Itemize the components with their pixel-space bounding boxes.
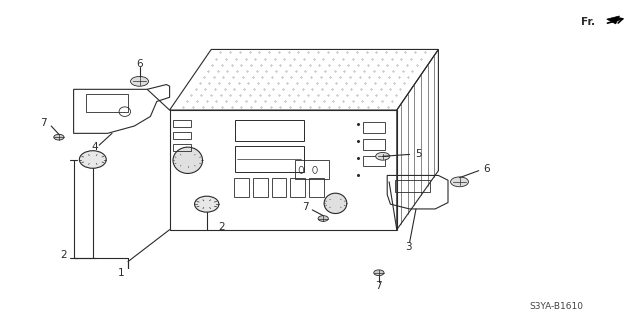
Ellipse shape bbox=[54, 134, 64, 140]
Ellipse shape bbox=[451, 177, 468, 187]
Bar bbox=[234, 178, 249, 197]
Ellipse shape bbox=[324, 193, 347, 213]
Ellipse shape bbox=[376, 152, 390, 160]
Bar bbox=[253, 178, 268, 197]
Bar bbox=[173, 144, 191, 151]
Text: 3: 3 bbox=[405, 242, 412, 252]
Bar bbox=[309, 178, 324, 197]
Text: 5: 5 bbox=[415, 149, 421, 159]
Text: 7: 7 bbox=[40, 118, 47, 128]
Bar bbox=[236, 146, 303, 172]
Bar bbox=[363, 155, 385, 166]
Ellipse shape bbox=[318, 216, 328, 221]
Ellipse shape bbox=[131, 77, 148, 86]
Bar bbox=[294, 160, 329, 179]
Text: 6: 6 bbox=[136, 59, 143, 69]
Text: 7: 7 bbox=[376, 281, 382, 291]
Bar bbox=[271, 178, 286, 197]
Ellipse shape bbox=[195, 196, 219, 212]
Text: 7: 7 bbox=[303, 202, 309, 212]
Bar bbox=[291, 178, 305, 197]
Ellipse shape bbox=[79, 151, 106, 168]
Bar bbox=[363, 122, 385, 133]
Bar bbox=[395, 180, 430, 192]
Text: 1: 1 bbox=[118, 268, 125, 278]
Polygon shape bbox=[607, 16, 620, 24]
Bar bbox=[86, 94, 128, 112]
Text: 6: 6 bbox=[483, 164, 490, 174]
Ellipse shape bbox=[374, 270, 384, 276]
Text: 4: 4 bbox=[92, 142, 98, 152]
Bar bbox=[236, 120, 303, 141]
Text: S3YA-B1610: S3YA-B1610 bbox=[530, 302, 584, 311]
Text: 2: 2 bbox=[61, 250, 67, 260]
Ellipse shape bbox=[173, 147, 202, 174]
Bar bbox=[173, 120, 191, 127]
Bar bbox=[173, 132, 191, 139]
Text: 2: 2 bbox=[218, 222, 225, 232]
Text: Fr.: Fr. bbox=[581, 17, 595, 27]
Bar bbox=[363, 139, 385, 150]
